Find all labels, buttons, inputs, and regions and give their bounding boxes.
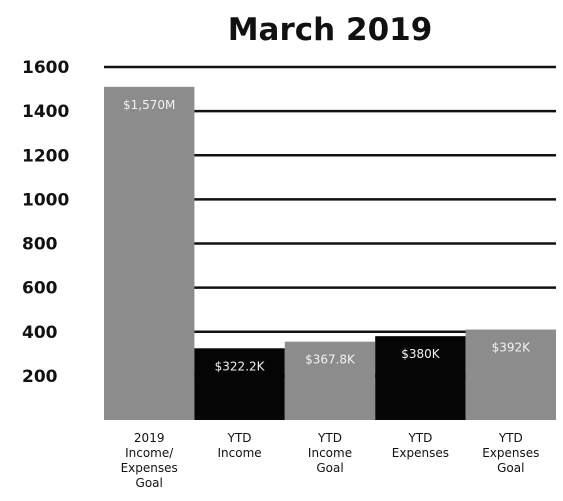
bar-data-label: $367.8K <box>305 353 356 367</box>
x-axis: 2019 Income/Expenses Goal YTD Income YTD Incom… <box>121 431 540 490</box>
bar <box>284 341 376 420</box>
y-tick-label: 400 <box>22 323 58 343</box>
bar-data-label: $392K <box>492 341 532 355</box>
bar-data-label: $380K <box>401 347 441 361</box>
bar <box>194 348 285 420</box>
x-tick-label: YTD Expenses <box>392 431 449 460</box>
y-tick-label: 1000 <box>22 190 69 210</box>
bars: $1,570M $322.2K $367.8K $380K $392K <box>104 86 556 420</box>
y-tick-label: 600 <box>22 279 58 299</box>
bar-data-label: $322.2K <box>215 359 266 373</box>
bar <box>465 329 556 420</box>
y-tick-label: 1200 <box>22 146 69 166</box>
y-tick-label: 200 <box>22 367 58 387</box>
chart-title: March 2019 <box>228 12 433 48</box>
x-tick-label: YTD Income <box>218 431 262 460</box>
bar-data-label: $1,570M <box>123 98 175 112</box>
bar <box>104 86 195 420</box>
y-tick-label: 800 <box>22 235 58 255</box>
y-tick-label: 1600 <box>22 58 69 78</box>
y-axis: 1600 1400 1200 1000 800 600 400 200 <box>22 58 69 387</box>
x-tick-label: YTD Income Goal <box>308 431 352 475</box>
bar <box>375 336 466 420</box>
y-tick-label: 1400 <box>22 102 69 122</box>
x-tick-label: YTD Expenses Goal <box>482 431 539 475</box>
x-tick-label: 2019 Income/Expenses Goal <box>121 431 178 490</box>
